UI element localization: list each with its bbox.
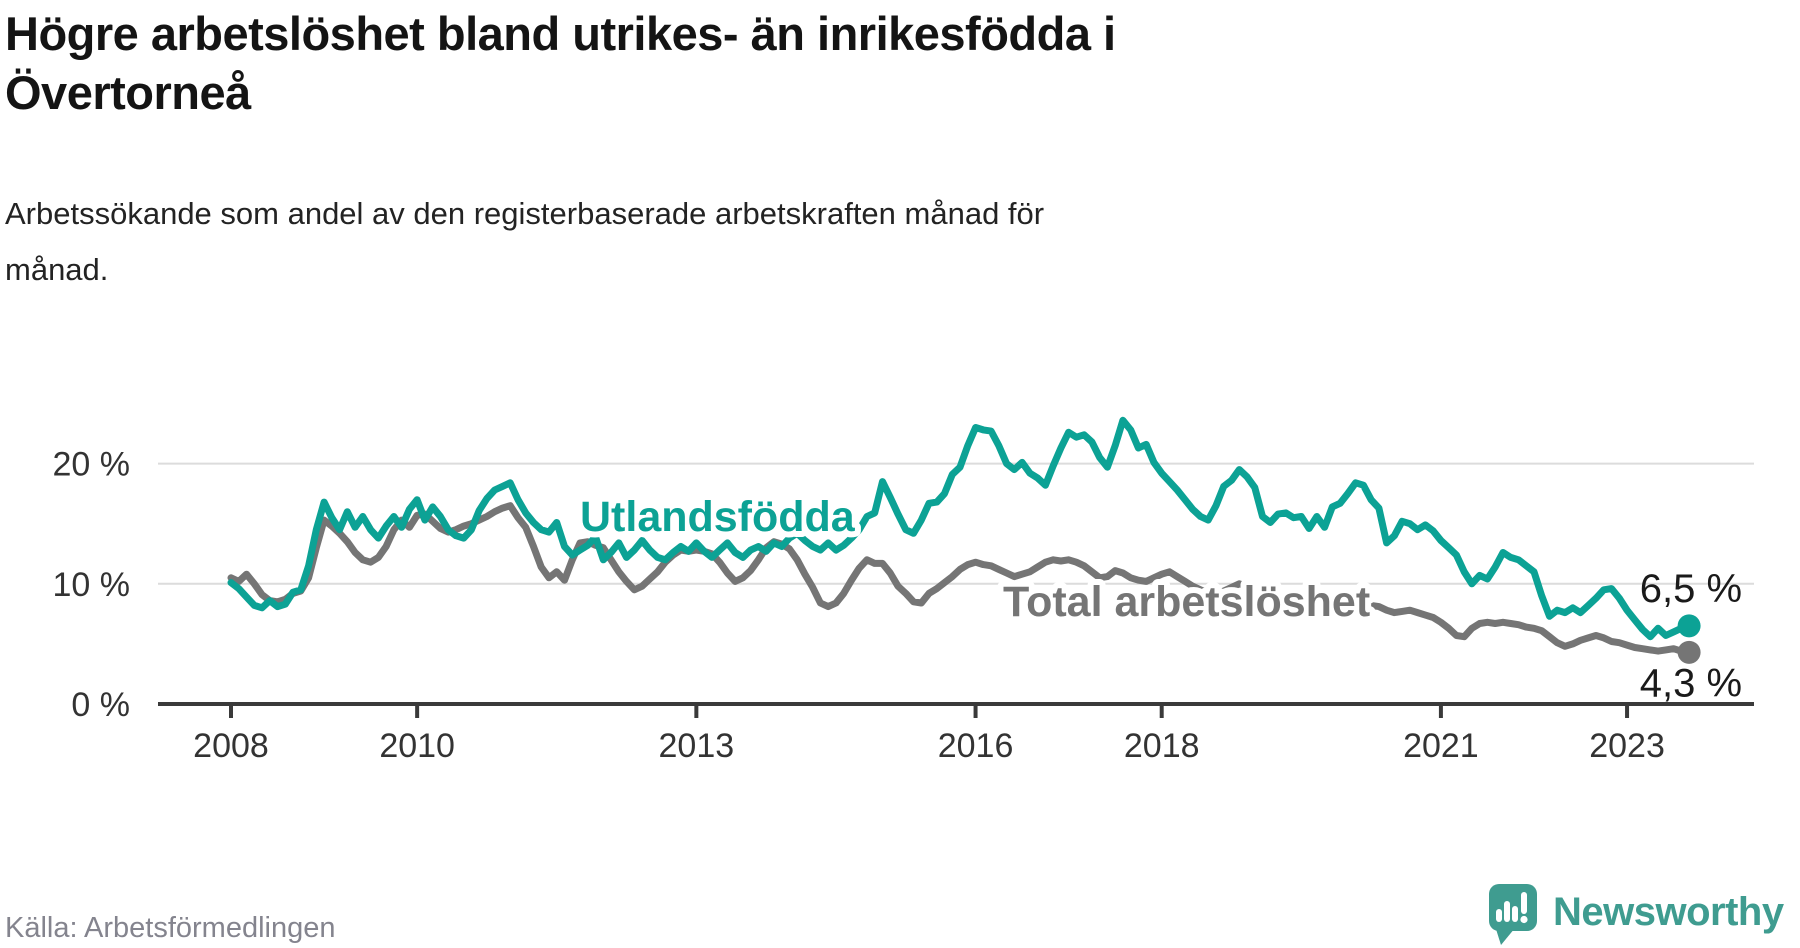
- x-tick-label-2023: 2023: [1589, 727, 1665, 765]
- newsworthy-logo-icon: [1489, 884, 1537, 945]
- page-title: Högre arbetslöshet bland utrikes- än inr…: [5, 4, 1116, 122]
- newsworthy-brand: Newsworthy: [1488, 884, 1784, 948]
- newsworthy-logo-text: Newsworthy: [1553, 890, 1784, 934]
- y-tick-label-20: 20 %: [53, 446, 131, 484]
- source-note: Källa: Arbetsförmedlingen: [5, 912, 336, 944]
- page-title-line2: Övertorneå: [5, 66, 251, 119]
- logo-exclamation-dot: [1520, 915, 1528, 924]
- page-subtitle: Arbetssökande som andel av den registerb…: [5, 186, 1044, 298]
- series-line-utlandsfodda: [227, 416, 1693, 641]
- y-tick-label-0: 0 %: [71, 686, 130, 724]
- end-dot-utlandsfodda: [1677, 614, 1701, 638]
- logo-exclamation-bar: [1521, 892, 1527, 914]
- page-subtitle-line2: månad.: [5, 252, 109, 287]
- x-tick-label-2010: 2010: [379, 727, 455, 765]
- x-tick-label-2021: 2021: [1403, 727, 1479, 765]
- x-tick-label-2013: 2013: [659, 727, 735, 765]
- page-title-line1: Högre arbetslöshet bland utrikes- än inr…: [5, 7, 1116, 60]
- logo-bar-2: [1504, 901, 1510, 922]
- x-tick-label-2008: 2008: [193, 727, 269, 765]
- series-label-total-arbetsloshet: Total arbetslöshet: [1003, 578, 1370, 626]
- x-tick-label-2016: 2016: [938, 727, 1014, 765]
- end-value-label-total-arbetsloshet: 4,3 %: [1640, 661, 1742, 705]
- x-tick-label-2018: 2018: [1124, 727, 1200, 765]
- y-tick-label-10: 10 %: [53, 566, 131, 604]
- end-value-label-utlandsfodda: 6,5 %: [1640, 567, 1742, 611]
- page-subtitle-line1: Arbetssökande som andel av den registerb…: [5, 196, 1045, 231]
- end-dot-total-arbetsloshet: [1677, 640, 1701, 664]
- logo-bar-3: [1512, 906, 1518, 922]
- series-label-utlandsfodda: Utlandsfödda: [580, 493, 856, 541]
- logo-bar-1: [1496, 909, 1502, 922]
